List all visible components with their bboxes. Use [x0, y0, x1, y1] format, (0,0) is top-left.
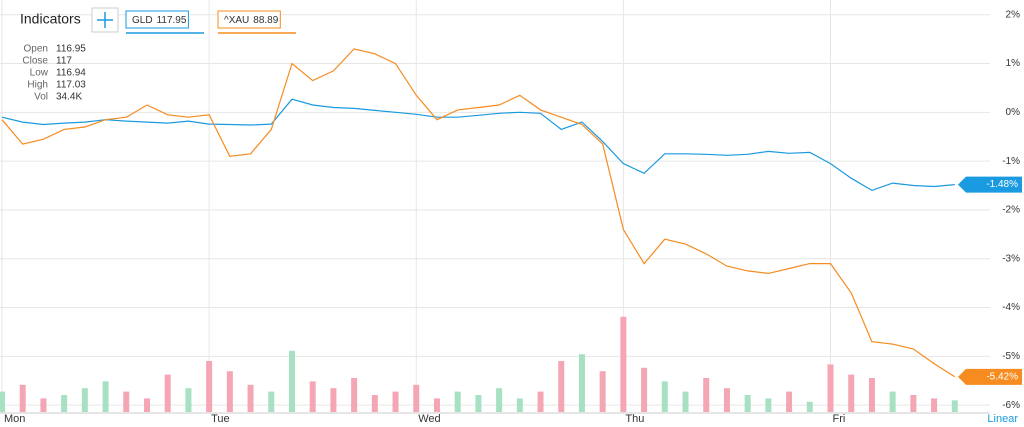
volume-bar [247, 384, 254, 412]
volume-bar [558, 361, 565, 412]
x-tick-label: Tue [211, 413, 230, 425]
labels: 2% 1% 0% -1% -2% -3% -4% -5% -6% Mon Tue Wed Thu Fri -… [4, 9, 1022, 425]
info-value: 34.4K [56, 92, 82, 103]
series-name: ^XAU [224, 15, 249, 26]
x-tick-label: Fri [833, 413, 846, 425]
y-tick-label: 1% [1006, 58, 1021, 69]
volume-bar [0, 391, 5, 412]
volume-bar [868, 378, 875, 412]
info-label: Vol [34, 92, 48, 103]
volume-bar [599, 371, 606, 412]
volume-bar [661, 381, 668, 412]
volume-bar [578, 354, 585, 412]
volume-bar [309, 381, 316, 412]
volume-bar [516, 398, 523, 412]
volume-bar [19, 384, 26, 412]
info-panel: Open 116.95 Close 117 Low 116.94 High 117.03 Vol… [22, 44, 86, 103]
y-tick-label: -5% [1002, 351, 1020, 362]
y-tick-label: -6% [1002, 400, 1020, 411]
end-label: -1.48% [986, 179, 1018, 190]
end-tag [958, 368, 1022, 385]
indicators-label[interactable]: Indicators [20, 11, 81, 27]
y-tick-label: -4% [1002, 302, 1020, 313]
volume-bar [454, 391, 461, 412]
volume-bar [268, 391, 275, 412]
volume-bar [185, 388, 192, 412]
volume-bar [226, 371, 233, 412]
info-label: High [27, 80, 48, 91]
volume-bar [682, 391, 689, 412]
chip-text: GLD 117.95 [132, 15, 187, 26]
volume-bar [143, 398, 150, 412]
info-value: 117.03 [56, 80, 86, 91]
volume-bar [102, 381, 109, 412]
series-line [1, 48, 956, 378]
volume-bars [0, 316, 958, 412]
lines [1, 48, 956, 378]
x-tick-label: Thu [625, 413, 644, 425]
series-line [1, 98, 955, 192]
volume-bar [889, 391, 896, 412]
x-tick-label: Wed [418, 413, 440, 425]
series-name: GLD [132, 15, 153, 26]
volume-bar [123, 391, 130, 412]
volume-bar [703, 378, 710, 412]
volume-bar [620, 316, 627, 412]
y-tick-label: 2% [1006, 9, 1021, 20]
legend-chip[interactable]: GLD 117.95 [125, 10, 204, 34]
volume-bar [330, 388, 337, 412]
info-label: Close [22, 56, 48, 67]
series-price: 88.89 [253, 15, 278, 26]
volume-bar [288, 350, 295, 412]
volume-bar [827, 364, 834, 412]
volume-bar [537, 391, 544, 412]
volume-bar [61, 395, 68, 412]
chip-text: ^XAU 88.89 [224, 15, 279, 26]
info-value: 117 [56, 56, 72, 67]
volume-bar [931, 398, 938, 412]
end-label: -5.42% [986, 371, 1018, 382]
chip-box [217, 10, 281, 29]
scale-toggle[interactable]: Linear [987, 413, 1018, 425]
volume-bar [371, 395, 378, 412]
volume-bar [475, 395, 482, 412]
info-label: Low [30, 68, 49, 79]
volume-bar [496, 388, 503, 412]
y-tick-label: -1% [1002, 156, 1020, 167]
end-tag [958, 176, 1022, 193]
legend-chip[interactable]: ^XAU 88.89 [217, 10, 296, 34]
y-tick-label: 0% [1006, 107, 1021, 118]
volume-bar [392, 391, 399, 412]
legend: GLD 117.95 ^XAU 88.89 [125, 10, 296, 34]
volume-bar [81, 388, 88, 412]
volume-bar [351, 378, 358, 412]
volume-bar [806, 401, 813, 412]
info-label: Open [24, 44, 48, 55]
volume-bar [951, 400, 958, 412]
volume-bar [744, 395, 751, 412]
y-tick-label: -3% [1002, 253, 1020, 264]
volume-bar [413, 384, 420, 412]
volume-bar [164, 374, 171, 412]
volume-bar [641, 367, 648, 412]
volume-bar [723, 388, 730, 412]
volume-bar [910, 395, 917, 412]
volume-bar [40, 398, 47, 412]
volume-bar [765, 398, 772, 412]
volume-bar [848, 374, 855, 412]
y-tick-label: -2% [1002, 205, 1020, 216]
info-value: 116.95 [56, 44, 86, 55]
volume-bar [433, 398, 440, 412]
volume-bar [786, 391, 793, 412]
info-value: 116.94 [56, 68, 86, 79]
x-tick-label: Mon [4, 413, 25, 425]
chip-box [125, 10, 189, 29]
series-price: 117.95 [157, 15, 187, 26]
volume-bar [206, 361, 213, 412]
